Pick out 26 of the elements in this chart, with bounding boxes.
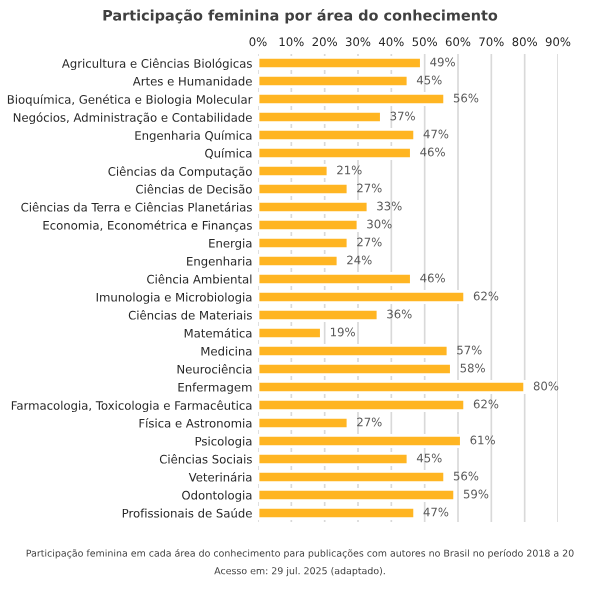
bar bbox=[258, 74, 410, 88]
bar bbox=[258, 128, 417, 142]
bar bbox=[258, 56, 423, 70]
bar bbox=[258, 434, 463, 448]
bar bbox=[258, 110, 383, 124]
bar bbox=[258, 182, 350, 196]
bar bbox=[258, 344, 450, 358]
bar bbox=[258, 200, 370, 214]
bar bbox=[258, 326, 323, 340]
bar bbox=[258, 218, 360, 232]
bar bbox=[258, 164, 330, 178]
bar bbox=[258, 290, 467, 304]
bar bbox=[258, 92, 447, 106]
bar bbox=[258, 308, 380, 322]
bar bbox=[258, 254, 340, 268]
bar bbox=[258, 506, 417, 520]
bar bbox=[258, 452, 410, 466]
bar bbox=[258, 146, 413, 160]
bar bbox=[258, 362, 453, 376]
bar bbox=[258, 272, 413, 286]
bar bbox=[258, 416, 350, 430]
bar bbox=[258, 380, 527, 394]
bar bbox=[258, 488, 457, 502]
bar bbox=[258, 236, 350, 250]
bar bbox=[258, 470, 447, 484]
bar bbox=[258, 398, 467, 412]
